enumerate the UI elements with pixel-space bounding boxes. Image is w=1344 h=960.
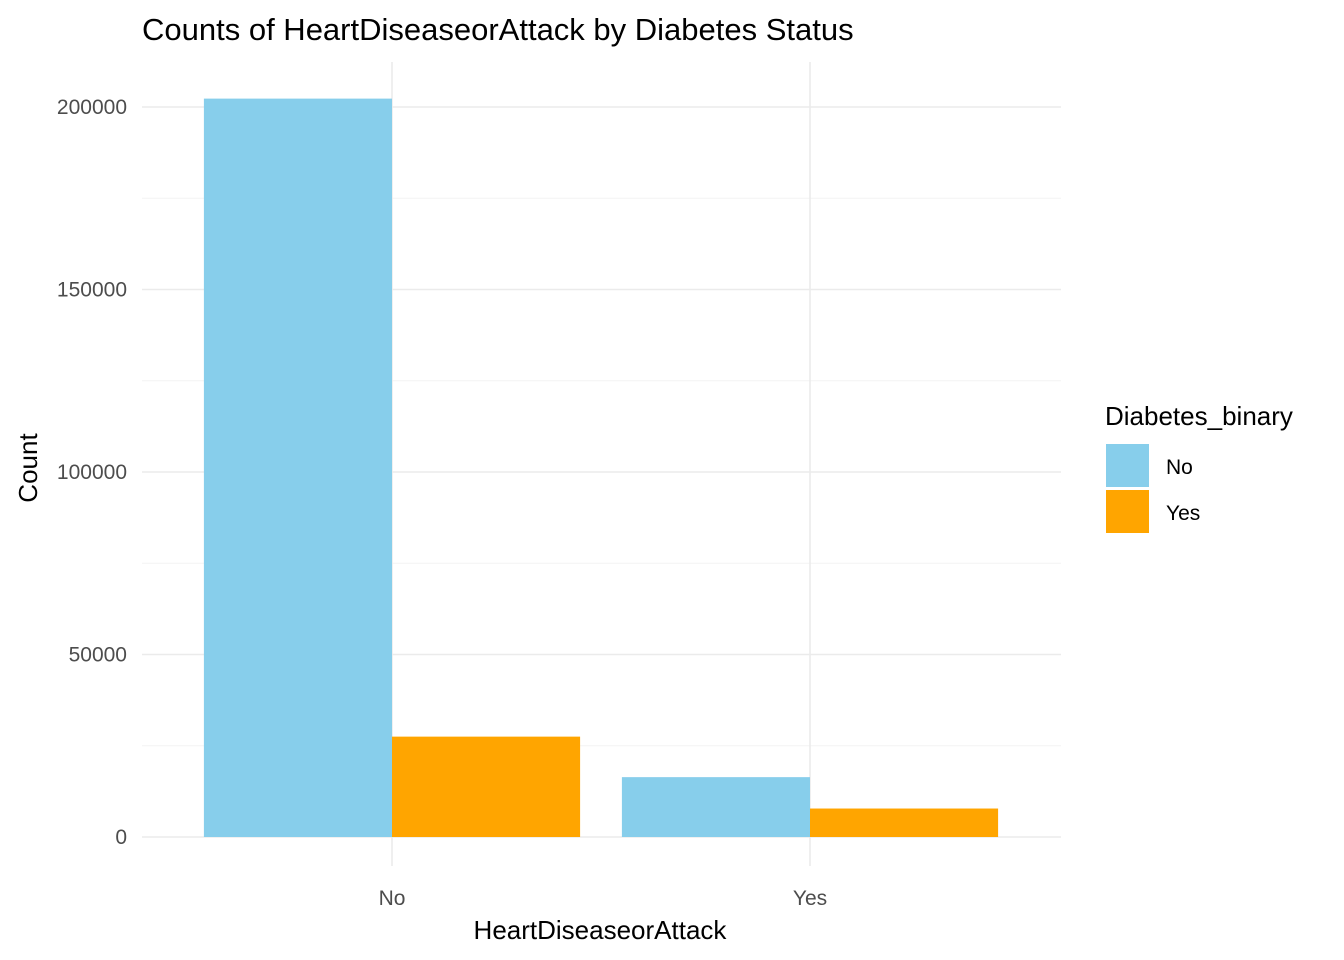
y-tick-label: 150000 <box>57 279 127 302</box>
y-axis-ticks: 0 50000 100000 150000 200000 <box>57 96 127 849</box>
x-axis-title: HeartDiseaseorAttack <box>474 915 728 945</box>
legend: Diabetes_binary No Yes <box>1105 401 1293 533</box>
bar-no-no <box>203 98 392 838</box>
bars <box>203 98 999 838</box>
legend-swatch-no <box>1106 444 1149 487</box>
x-tick-label: Yes <box>793 887 827 910</box>
y-tick-label: 100000 <box>57 461 127 484</box>
y-tick-label: 0 <box>115 826 127 849</box>
chart-title: Counts of HeartDiseaseorAttack by Diabet… <box>142 12 854 47</box>
x-tick-label: No <box>379 887 406 910</box>
y-tick-label: 200000 <box>57 96 127 119</box>
legend-title: Diabetes_binary <box>1105 401 1293 431</box>
legend-label-no: No <box>1166 456 1193 479</box>
x-axis-ticks: No Yes <box>379 887 828 910</box>
bar-yes-no <box>392 736 581 838</box>
bar-yes-yes <box>810 808 999 837</box>
legend-items: No Yes <box>1106 444 1200 533</box>
legend-swatch-yes <box>1106 490 1149 533</box>
y-tick-label: 50000 <box>69 644 127 667</box>
y-axis-title: Count <box>13 433 43 503</box>
bar-no-yes <box>621 777 810 837</box>
legend-label-yes: Yes <box>1166 502 1200 525</box>
